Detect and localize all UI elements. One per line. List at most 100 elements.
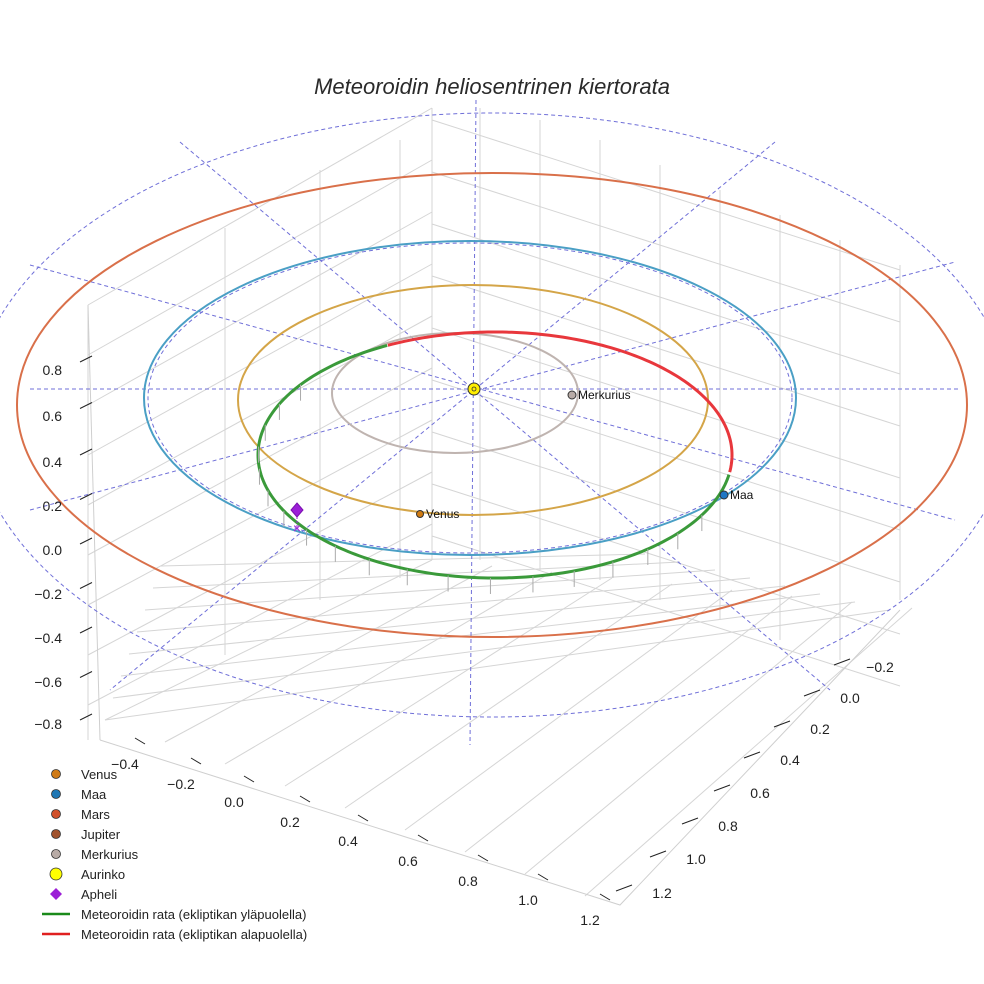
x-tick-label: −0.4 bbox=[111, 756, 139, 772]
grid-line-floor bbox=[136, 577, 751, 633]
grid-line-right-wall bbox=[431, 431, 901, 583]
sun-marker-inner bbox=[471, 386, 477, 392]
orbit-mars bbox=[16, 172, 968, 638]
z-tick-label: 0.0 bbox=[43, 542, 63, 558]
meteoroid-orbit-above bbox=[256, 344, 731, 580]
y-tick-label: 0.0 bbox=[840, 690, 860, 706]
legend-entry: Jupiter bbox=[51, 827, 121, 842]
aphelion-projection-mark: × bbox=[293, 520, 301, 536]
legend-label: Maa bbox=[81, 787, 107, 802]
legend-marker-circle bbox=[51, 849, 61, 859]
maa-label: Maa bbox=[730, 488, 754, 502]
legend-marker-circle bbox=[51, 769, 61, 779]
y-tick-label: 0.2 bbox=[810, 721, 830, 737]
grid-line-floor bbox=[112, 601, 856, 699]
grid-line-right-wall bbox=[431, 223, 901, 375]
box-left-edge bbox=[87, 304, 101, 741]
x-tick-label: 0.2 bbox=[280, 814, 300, 830]
orbit-maa bbox=[143, 240, 797, 556]
sun-marker bbox=[467, 382, 481, 396]
x-tick-label: 1.0 bbox=[518, 892, 538, 908]
maa-marker bbox=[719, 490, 729, 500]
legend-label: Jupiter bbox=[81, 827, 121, 842]
z-tick-mark bbox=[79, 493, 93, 500]
grid-line-floor bbox=[164, 565, 493, 743]
ecliptic-axis-line bbox=[469, 99, 477, 746]
z-tick-label: 0.8 bbox=[43, 362, 63, 378]
grid-line-floor bbox=[584, 607, 913, 897]
grid-line-floor bbox=[344, 583, 673, 809]
legend-label: Meteoroidin rata (ekliptikan yläpuolella… bbox=[81, 907, 306, 922]
z-tick-mark bbox=[79, 713, 93, 721]
ecliptic-circle-inner bbox=[147, 242, 793, 554]
legend-marker-sun bbox=[49, 867, 63, 881]
x-tick-mark bbox=[477, 854, 489, 862]
x-tick-mark bbox=[599, 893, 611, 901]
legend-entry: Mars bbox=[51, 807, 110, 822]
chart-title: Meteoroidin heliosentrinen kiertorata bbox=[314, 74, 670, 99]
y-tick-mark bbox=[713, 784, 731, 792]
venus-label: Venus bbox=[426, 507, 459, 521]
y-tick-mark bbox=[803, 689, 821, 697]
z-tick-mark bbox=[79, 355, 93, 363]
axis-ticks: 0.8 0.6 0.4 0.2 0.0 −0.2 −0.4 −0.6 −0.8 −0.4 −0.2 0… bbox=[34, 355, 894, 928]
z-tick-label: −0.4 bbox=[34, 630, 62, 646]
z-tick-label: −0.2 bbox=[34, 586, 62, 602]
z-tick-label: 0.4 bbox=[43, 454, 63, 470]
legend-entry: Meteoroidin rata (ekliptikan alapuolella… bbox=[42, 927, 307, 942]
x-tick-mark bbox=[357, 814, 369, 822]
grid-line-floor bbox=[404, 589, 733, 831]
orbit-venus bbox=[237, 284, 709, 516]
z-tick-label: 0.2 bbox=[43, 498, 63, 514]
ecliptic-axis-line bbox=[29, 264, 956, 521]
y-tick-label: 1.2 bbox=[652, 885, 672, 901]
legend-label: Apheli bbox=[81, 887, 117, 902]
ecliptic-axis-line bbox=[29, 261, 956, 511]
x-tick-mark bbox=[243, 775, 255, 783]
z-tick-mark bbox=[79, 582, 93, 589]
x-tick-mark bbox=[190, 757, 202, 765]
y-tick-label: 0.4 bbox=[780, 752, 800, 768]
aphelion-marker bbox=[290, 502, 304, 518]
grid-line-right-wall bbox=[431, 483, 901, 635]
y-tick-label: 1.0 bbox=[686, 851, 706, 867]
grid-line-floor bbox=[104, 609, 891, 721]
planet-points: Merkurius Venus Maa × bbox=[290, 382, 754, 536]
z-tick-mark bbox=[79, 671, 93, 678]
y-tick-label: 0.8 bbox=[718, 818, 738, 834]
grid-line-right-wall bbox=[431, 275, 901, 427]
legend-entry: Venus bbox=[51, 767, 118, 782]
grid-line-left-wall bbox=[87, 159, 433, 356]
grid-line-floor bbox=[144, 569, 716, 611]
merkurius-marker bbox=[567, 390, 577, 400]
grid-line-floor bbox=[524, 601, 853, 875]
z-tick-label: −0.6 bbox=[34, 674, 62, 690]
box-floor-edge bbox=[99, 609, 901, 906]
y-tick-label: −0.2 bbox=[866, 659, 894, 675]
x-tick-label: 0.4 bbox=[338, 833, 358, 849]
grid-line-floor bbox=[120, 593, 821, 677]
grid-line-floor bbox=[128, 585, 786, 655]
x-tick-label: 0.0 bbox=[224, 794, 244, 810]
legend-entry: Apheli bbox=[50, 887, 117, 902]
x-tick-mark bbox=[537, 873, 549, 881]
ecliptic-axis-line bbox=[179, 141, 831, 691]
y-tick-mark bbox=[773, 720, 791, 728]
grid-line-left-wall bbox=[87, 263, 433, 456]
ecliptic-reference-lines bbox=[0, 99, 984, 746]
z-tick-label: 0.6 bbox=[43, 408, 63, 424]
merkurius-label: Merkurius bbox=[578, 388, 631, 402]
grid-line-right-wall bbox=[431, 379, 901, 531]
y-tick-mark bbox=[743, 751, 761, 759]
ecliptic-circle-outer bbox=[0, 112, 984, 718]
y-tick-mark bbox=[681, 817, 699, 825]
legend-label: Meteoroidin rata (ekliptikan alapuolella… bbox=[81, 927, 307, 942]
grid-line-right-wall bbox=[431, 535, 901, 687]
legend-marker-circle bbox=[51, 829, 61, 839]
legend-label: Aurinko bbox=[81, 867, 125, 882]
grid-line-left-wall bbox=[87, 211, 433, 406]
x-tick-label: 0.8 bbox=[458, 873, 478, 889]
ecliptic-axis-line bbox=[109, 141, 776, 691]
legend-entry: Aurinko bbox=[49, 867, 125, 882]
